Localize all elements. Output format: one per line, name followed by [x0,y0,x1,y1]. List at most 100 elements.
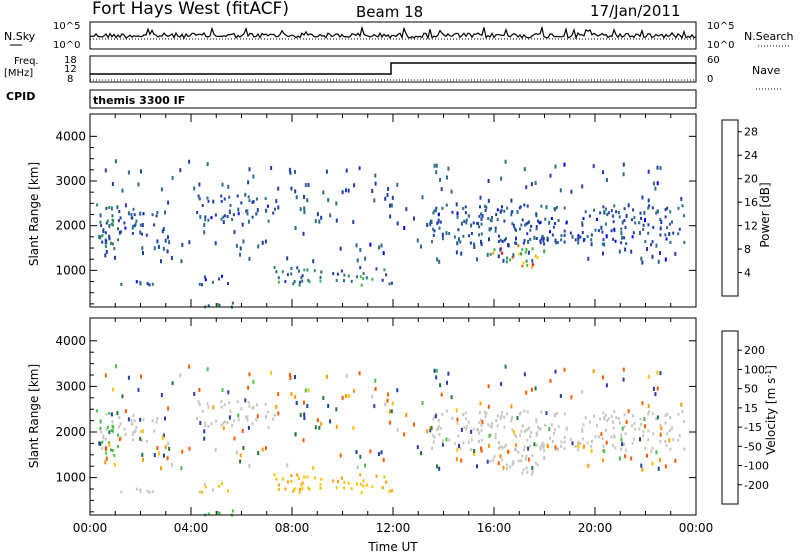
range-cell [612,426,615,430]
range-cell [298,491,301,495]
range-cell [605,383,608,388]
range-cell [130,213,133,216]
range-cell [669,241,672,244]
range-cell [655,211,658,215]
range-cell [519,205,522,209]
range-cell [275,404,278,409]
range-cell [385,480,388,484]
range-cell [252,174,255,179]
range-cell [506,206,509,210]
range-cell [197,194,200,198]
range-cell [277,411,280,416]
range-cell [537,425,539,429]
range-cell [654,392,657,397]
range-cell [602,251,604,256]
range-cell [148,490,151,494]
range-cell [296,266,299,270]
range-cell [448,438,451,442]
range-cell [239,459,242,464]
range-cell [521,218,524,222]
range-cell [669,210,672,214]
range-cell [603,210,606,214]
range-cell [579,442,582,445]
range-cell [600,432,603,437]
range-cell [104,168,107,173]
velocity-colorbar-label: Velocity [m s-1] [764,365,779,455]
range-cell [416,238,419,243]
range-cell [179,373,182,378]
range-cell [490,227,492,231]
range-cell [266,204,269,208]
range-cell [387,392,390,397]
range-cell [456,421,459,425]
range-cell [403,432,406,437]
range-cell [162,433,165,438]
range-cell [413,216,415,221]
range-cell [304,183,307,188]
range-cell [193,186,196,191]
range-cell [303,400,305,405]
velocity-cb-label: 50 [744,383,758,396]
range-cell [164,210,166,215]
range-cell [473,245,476,249]
range-cell [647,206,650,210]
nave-label: Nave [752,64,780,77]
range-cell [489,424,492,428]
range-cell [503,415,506,419]
range-cell [231,509,234,513]
range-cell [512,223,515,228]
range-cell [535,212,538,216]
range-cell [251,421,254,425]
range-cell [303,412,306,417]
range-cell [151,282,154,286]
range-cell [426,429,429,434]
range-cell [231,218,234,221]
range-cell [141,452,144,457]
range-cell [459,447,462,451]
power-colorbar-label: Power [dB] [758,182,772,247]
range-cell [239,453,242,458]
range-cell [480,232,483,236]
range-cell [440,187,443,192]
range-cell [683,420,686,424]
range-cell [188,240,191,245]
range-cell [298,280,301,284]
range-cell [223,214,226,218]
range-cell [98,234,101,239]
range-cell [555,205,558,209]
range-cell [472,221,475,225]
range-cell [590,242,593,247]
range-cell [594,228,597,232]
range-cell [166,249,169,254]
range-cell [108,206,111,209]
xtick-label: 00:00 [679,521,714,535]
range-cell [320,477,323,481]
range-cell [651,446,654,450]
range-cell [204,278,207,282]
range-cell [610,415,613,419]
range-cell [647,429,650,433]
range-cell [325,374,328,379]
range-cell [456,447,459,452]
range-cell [301,279,304,283]
range-cell [614,446,617,450]
range-cell [563,447,566,451]
range-cell [227,184,230,189]
range-cell [543,449,546,453]
ytick-label: 3000 [55,174,86,188]
range-cell [303,194,305,199]
range-cell [464,211,467,215]
range-cell [218,511,221,515]
range-cell [390,409,393,414]
station-title: Fort Hays West (fitACF) [92,0,289,19]
range-cell [526,204,529,208]
range-cell [601,242,604,246]
range-cell [571,441,574,446]
range-cell [499,415,502,420]
range-cell [307,279,310,282]
range-cell [104,253,107,258]
range-cell [228,195,231,199]
range-cell [114,159,117,164]
range-cell [465,427,468,431]
range-cell [445,203,448,207]
